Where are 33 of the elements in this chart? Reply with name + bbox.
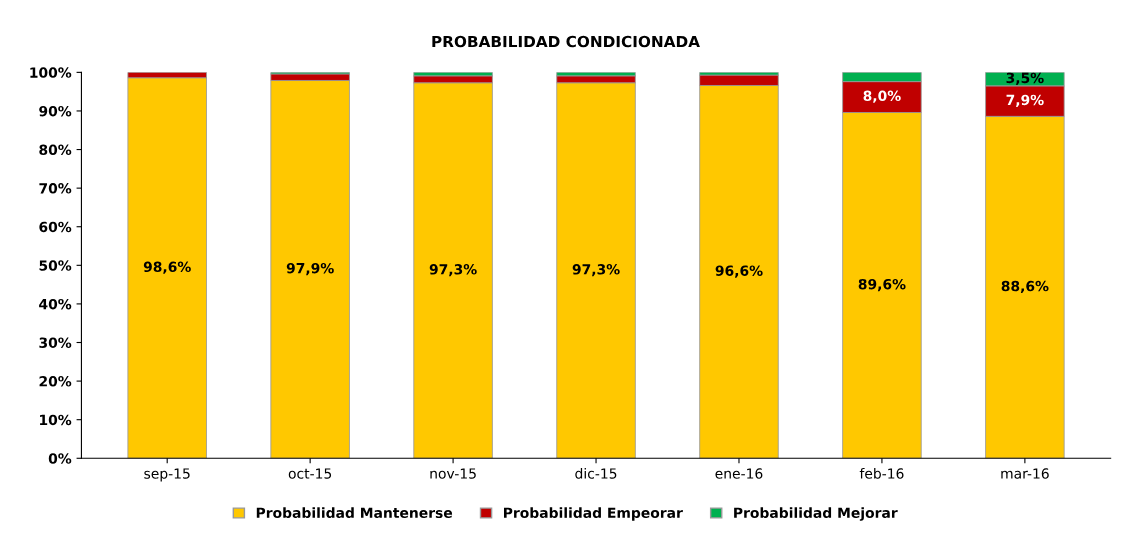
y-tick-label: 70%	[39, 183, 72, 194]
y-tick-label: 30%	[39, 337, 72, 348]
x-tick-label: dic-15	[575, 468, 617, 479]
data-label: 97,3%	[429, 264, 477, 277]
x-tick-label: sep-15	[144, 468, 190, 482]
legend-label: Probabilidad Mejorar	[734, 507, 898, 521]
data-label: 98,6%	[143, 261, 191, 274]
y-tick-label: 10%	[40, 414, 72, 426]
data-label: 89,6%	[858, 278, 906, 292]
data-label: 97,3%	[572, 264, 620, 277]
y-tick-label: 20%	[39, 376, 72, 387]
y-tick-label: 90%	[39, 105, 72, 117]
data-label: 8,0%	[863, 90, 901, 103]
x-tick-label: nov-15	[430, 468, 476, 479]
chart-title: PROBABILIDAD CONDICIONADA	[432, 35, 700, 48]
y-tick-label: 100%	[30, 67, 72, 78]
x-tick-label: ene-16	[715, 468, 763, 479]
x-tick-label: oct-15	[288, 468, 332, 479]
x-tick-label: feb-16	[859, 468, 904, 479]
data-label: 97,9%	[286, 262, 334, 276]
x-tick-label: mar-16	[1001, 468, 1049, 479]
y-tick-label: 80%	[39, 144, 72, 156]
data-label: 88,6%	[1001, 280, 1049, 294]
legend-label: Probabilidad Mantenerse	[256, 507, 453, 519]
data-label: 7,9%	[1006, 94, 1044, 107]
y-tick-label: 50%	[39, 260, 72, 271]
y-tick-label: 0%	[48, 453, 72, 464]
y-tick-label: 40%	[39, 298, 72, 310]
y-tick-label: 60%	[39, 221, 72, 233]
data-label: 96,6%	[715, 265, 763, 278]
data-label: 3,5%	[1006, 72, 1044, 85]
bar	[127, 77, 207, 459]
legend-label: Probabilidad Empeorar	[504, 507, 683, 521]
